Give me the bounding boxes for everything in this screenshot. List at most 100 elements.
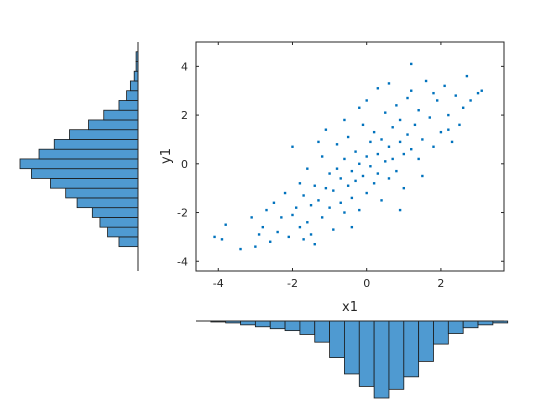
scatter-point xyxy=(424,79,428,83)
scatter-point xyxy=(421,138,424,141)
scatter-point xyxy=(350,169,354,173)
scatter-point xyxy=(339,201,342,204)
scatter-point xyxy=(294,206,298,209)
scatter-point xyxy=(402,152,406,156)
scatter-point xyxy=(239,247,242,251)
scatter-point xyxy=(391,126,394,129)
bottom-hist-bar xyxy=(344,320,360,375)
scatter-point xyxy=(465,74,469,78)
scatter-point xyxy=(276,230,279,234)
left-hist-bar xyxy=(65,187,139,199)
scatter-point xyxy=(220,238,224,241)
bottom-hist-bar xyxy=(329,320,345,358)
left-hist-bar xyxy=(91,207,139,218)
scatter-point xyxy=(317,199,320,202)
scatter-point xyxy=(343,118,346,122)
bottom-hist-bar xyxy=(314,320,330,343)
y-tick-label: -4 xyxy=(177,255,188,268)
scatter-point xyxy=(387,145,391,148)
scatter-point xyxy=(380,138,383,141)
scatter-point xyxy=(402,186,406,190)
bottom-hist-bar xyxy=(284,320,301,332)
scatter-point xyxy=(436,99,439,102)
scatter-point xyxy=(369,165,372,168)
scatter-point xyxy=(335,143,339,146)
scatter-point xyxy=(376,172,380,175)
scatter-point xyxy=(298,225,302,229)
scatter-point xyxy=(309,233,313,236)
bottom-histogram xyxy=(196,320,509,399)
scatter-point xyxy=(376,152,380,156)
scatter-point xyxy=(454,94,457,97)
scatter-point xyxy=(306,167,309,170)
scatter-point xyxy=(365,155,368,158)
scatter-point xyxy=(447,113,450,117)
left-histogram xyxy=(19,42,139,271)
scatter-point xyxy=(380,199,383,202)
scatter-point xyxy=(261,225,264,229)
scatter-plot-area xyxy=(195,41,505,272)
scatter-point xyxy=(332,228,335,231)
scatter-point xyxy=(447,128,450,131)
scatter-point xyxy=(361,174,365,178)
scatter-point xyxy=(317,140,320,144)
y-ticks: -4 -2 0 2 4 xyxy=(177,60,504,268)
left-hist-bar xyxy=(38,148,139,160)
bottom-hist-bar xyxy=(447,320,464,334)
bottom-hist-bar xyxy=(373,320,390,399)
scatter-point xyxy=(332,189,335,192)
scatter-point xyxy=(391,157,394,161)
scatter-point xyxy=(417,157,420,161)
left-hist-bar xyxy=(129,80,139,92)
scatter-point xyxy=(395,169,398,173)
y-tick-label: -2 xyxy=(177,207,188,220)
scatter-point xyxy=(283,191,287,195)
scatter-point xyxy=(398,208,402,212)
bottom-hist-bar xyxy=(358,320,375,387)
left-hist-bar xyxy=(107,226,139,238)
scatter-points xyxy=(213,62,483,251)
scatter-point xyxy=(313,184,316,187)
scatter-point xyxy=(272,201,276,204)
scatter-point xyxy=(384,160,387,163)
scatter-point xyxy=(358,208,361,212)
y-tick-label: 4 xyxy=(181,60,188,73)
x-tick-label: -4 xyxy=(213,277,224,290)
bottom-hist-bar xyxy=(299,320,316,335)
left-hist-bar xyxy=(118,100,139,111)
scatter-point xyxy=(410,147,413,151)
scatter-point xyxy=(354,179,357,183)
left-hist-bar xyxy=(126,90,139,101)
scatter-point xyxy=(372,130,376,134)
scatter-point xyxy=(365,99,368,102)
scatter-axes: -4 -2 0 2 -4 -2 0 2 4 x1 y1 xyxy=(159,41,505,315)
scatter-point xyxy=(302,194,305,197)
scatter-point xyxy=(339,177,342,180)
x-tick-label: 0 xyxy=(363,277,370,290)
scatter-point xyxy=(428,116,431,119)
scatter-point xyxy=(343,157,346,161)
scatter-point xyxy=(358,162,361,166)
scatter-point xyxy=(224,223,227,226)
scatter-point xyxy=(413,123,417,127)
left-hist-bar xyxy=(103,109,139,121)
scatter-point xyxy=(320,216,324,219)
scatter-point xyxy=(257,233,261,236)
scatter-point xyxy=(406,96,409,100)
scatter-point xyxy=(324,128,328,131)
bottom-hist-bar xyxy=(433,320,449,345)
scatter-point xyxy=(291,145,294,148)
scatter-point xyxy=(372,182,376,185)
left-hist-bar xyxy=(76,197,139,209)
scatter-point xyxy=(361,123,365,127)
scatter-point xyxy=(395,104,398,107)
left-hist-bar xyxy=(31,168,139,179)
scatter-point xyxy=(346,135,350,139)
scatter-point xyxy=(384,111,387,114)
scatter-point xyxy=(306,221,309,224)
bottom-hist-bar xyxy=(418,320,434,362)
scatter-point xyxy=(350,196,354,200)
left-hist-bar xyxy=(50,178,139,189)
scatter-point xyxy=(328,172,331,175)
scatter-point xyxy=(291,213,294,217)
